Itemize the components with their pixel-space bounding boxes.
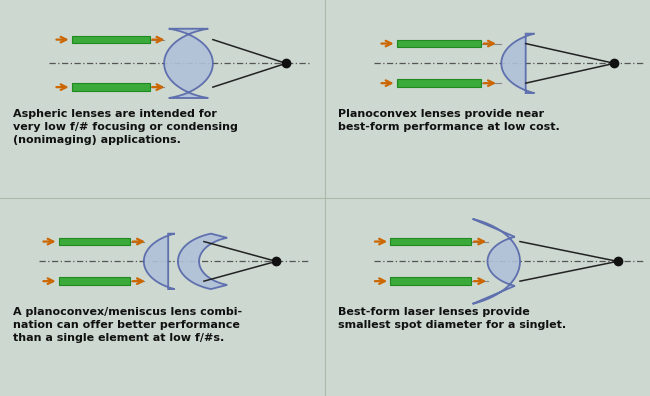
Bar <box>58 238 130 245</box>
Polygon shape <box>178 234 227 289</box>
Polygon shape <box>473 219 520 304</box>
Text: Planoconvex lenses provide near
best-form performance at low cost.: Planoconvex lenses provide near best-for… <box>338 109 560 132</box>
Bar <box>58 277 130 285</box>
Bar <box>390 277 471 285</box>
Bar <box>390 238 471 245</box>
Polygon shape <box>144 234 175 289</box>
Text: A planoconvex/meniscus lens combi-
nation can offer better performance
than a si: A planoconvex/meniscus lens combi- natio… <box>13 307 242 343</box>
Polygon shape <box>501 34 534 93</box>
Text: Aspheric lenses are intended for
very low f/# focusing or condensing
(nonimaging: Aspheric lenses are intended for very lo… <box>13 109 238 145</box>
Bar <box>396 79 481 87</box>
Bar <box>72 36 150 43</box>
Text: Best-form laser lenses provide
smallest spot diameter for a singlet.: Best-form laser lenses provide smallest … <box>338 307 566 330</box>
Polygon shape <box>164 29 213 98</box>
Bar <box>396 40 481 47</box>
Bar <box>72 83 150 91</box>
